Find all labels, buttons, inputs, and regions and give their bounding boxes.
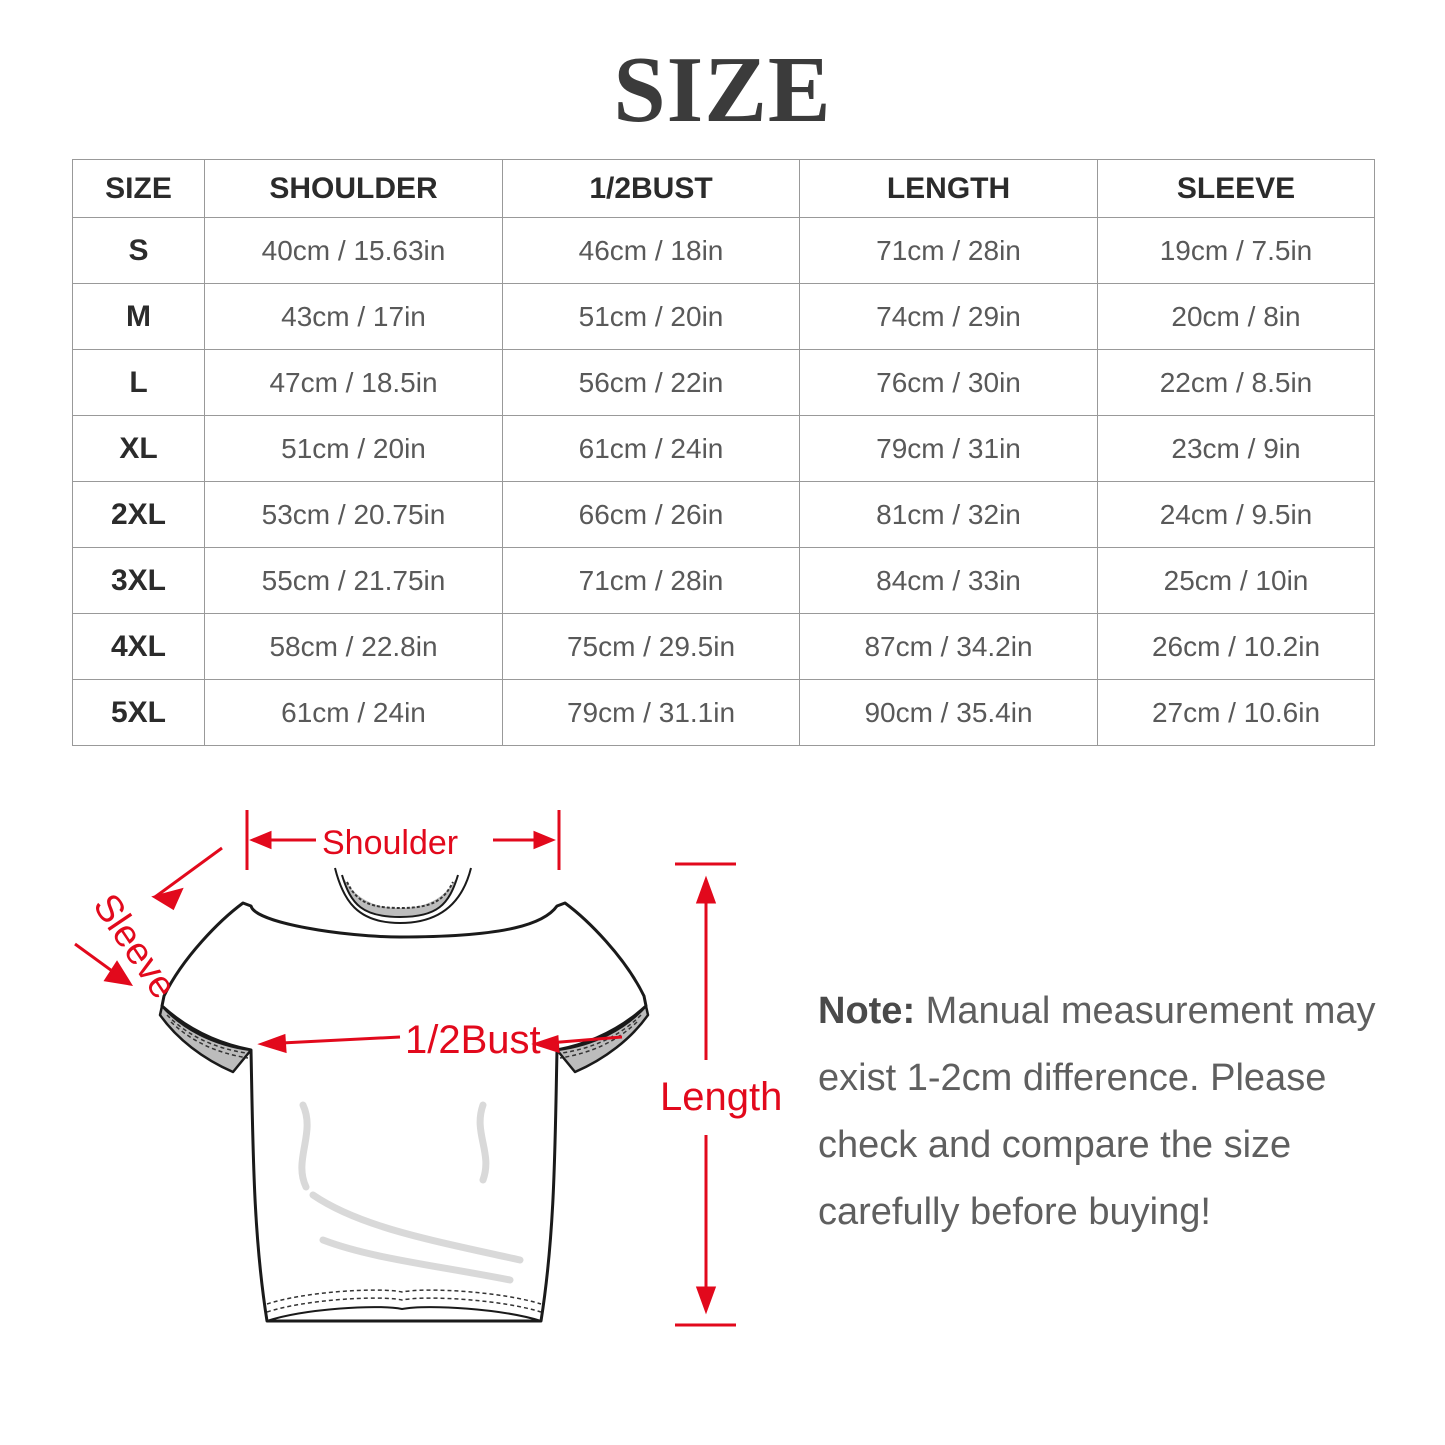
svg-text:1/2Bust: 1/2Bust <box>405 1018 541 1062</box>
svg-text:Length: Length <box>660 1075 782 1119</box>
svg-text:Shoulder: Shoulder <box>322 824 458 862</box>
